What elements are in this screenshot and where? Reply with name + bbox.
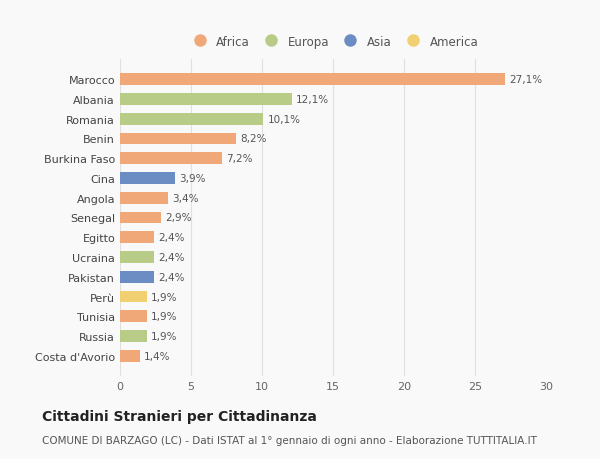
Bar	[120, 192, 168, 204]
Text: 1,4%: 1,4%	[144, 351, 170, 361]
Bar	[120, 271, 154, 283]
Text: 10,1%: 10,1%	[268, 114, 301, 124]
Text: 7,2%: 7,2%	[227, 154, 253, 164]
Text: 1,9%: 1,9%	[151, 331, 178, 341]
Text: 12,1%: 12,1%	[296, 95, 329, 105]
Bar	[120, 291, 147, 303]
Text: 2,9%: 2,9%	[166, 213, 192, 223]
Bar	[120, 153, 222, 165]
Text: 1,9%: 1,9%	[151, 312, 178, 322]
Bar	[120, 94, 292, 106]
Text: 2,4%: 2,4%	[158, 233, 185, 243]
Text: 3,4%: 3,4%	[173, 193, 199, 203]
Bar	[120, 74, 505, 86]
Text: 2,4%: 2,4%	[158, 252, 185, 263]
Text: COMUNE DI BARZAGO (LC) - Dati ISTAT al 1° gennaio di ogni anno - Elaborazione TU: COMUNE DI BARZAGO (LC) - Dati ISTAT al 1…	[42, 435, 537, 445]
Bar	[120, 133, 236, 145]
Text: 1,9%: 1,9%	[151, 292, 178, 302]
Text: 8,2%: 8,2%	[241, 134, 267, 144]
Bar	[120, 350, 140, 362]
Text: 3,9%: 3,9%	[179, 174, 206, 184]
Text: 27,1%: 27,1%	[509, 75, 542, 85]
Bar	[120, 212, 161, 224]
Bar	[120, 252, 154, 263]
Bar	[120, 311, 147, 323]
Bar	[120, 173, 175, 185]
Text: 2,4%: 2,4%	[158, 272, 185, 282]
Bar	[120, 232, 154, 244]
Text: Cittadini Stranieri per Cittadinanza: Cittadini Stranieri per Cittadinanza	[42, 409, 317, 423]
Bar	[120, 113, 263, 125]
Legend: Africa, Europa, Asia, America: Africa, Europa, Asia, America	[183, 31, 483, 53]
Bar	[120, 330, 147, 342]
